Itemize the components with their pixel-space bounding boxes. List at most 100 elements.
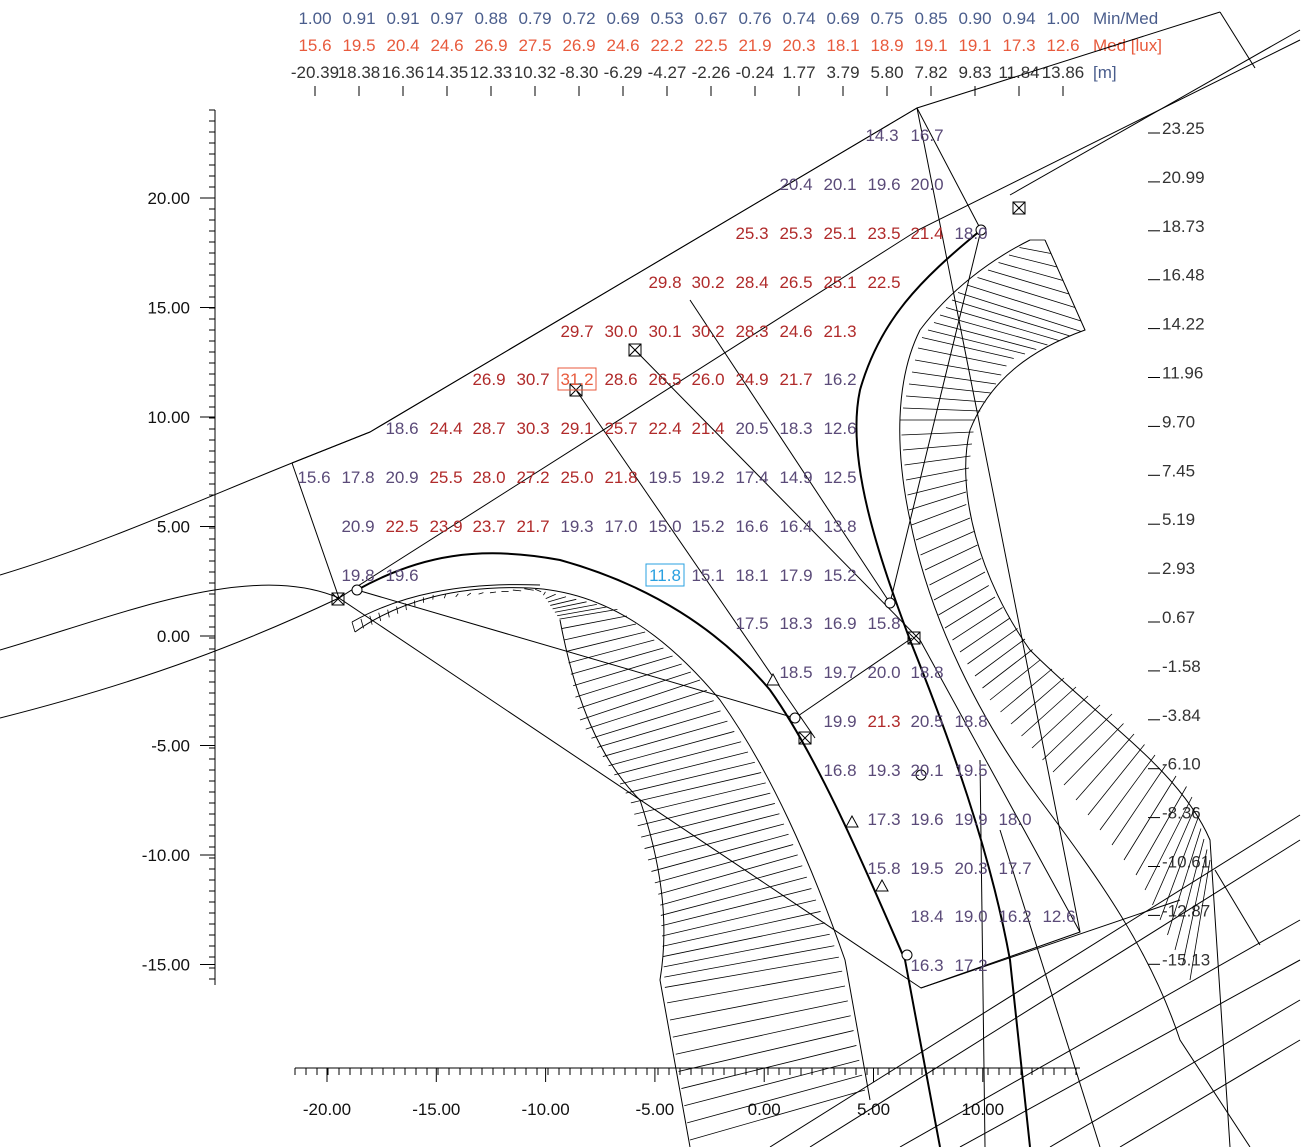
grid-value: 17.7: [998, 859, 1031, 878]
road-diagonal-2: [809, 839, 1301, 1147]
hatch-line: [966, 284, 1082, 322]
header-med-value: 18.1: [826, 36, 859, 55]
hatch-line: [619, 751, 749, 785]
hatch-line: [689, 1089, 866, 1141]
sidewalk-inner-edge: [354, 587, 871, 1101]
hatch-line: [524, 588, 534, 591]
left-axis-label: 5.00: [157, 518, 190, 537]
hatch-line: [662, 911, 821, 947]
right-axis-label: 16.48: [1162, 266, 1205, 285]
hatch-line: [911, 371, 997, 385]
grid-value: 21.3: [823, 322, 856, 341]
curb-curve-outer: [855, 229, 1031, 1147]
header-med-label: Med [lux]: [1093, 36, 1162, 55]
hatch-line: [911, 504, 967, 526]
bottom-axis-label: -20.00: [303, 1100, 351, 1119]
grid-value: 25.1: [823, 273, 856, 292]
hatch-line: [1123, 775, 1177, 861]
header-med-value: 19.5: [342, 36, 375, 55]
hatch-line: [989, 659, 1041, 701]
grid-value: 14.3: [865, 126, 898, 145]
grid-value: 24.9: [735, 370, 768, 389]
hatch-line: [1111, 765, 1166, 846]
luminaire-circle-symbol: [975, 224, 987, 236]
hatch-line: [1042, 704, 1101, 761]
grid-value: 20.1: [823, 175, 856, 194]
grid-value: 22.5: [385, 517, 418, 536]
grid-value: 18.8: [954, 712, 987, 731]
grid-value: 22.5: [867, 273, 900, 292]
hatch-line: [939, 314, 1048, 346]
grid-value: 18.6: [385, 419, 418, 438]
hatch-line: [1144, 796, 1193, 891]
header-position-value: 12.33: [470, 63, 513, 82]
road-geometry: [0, 11, 1301, 1147]
right-axis-label: 0.67: [1162, 608, 1195, 627]
grid-value: 25.0: [560, 468, 593, 487]
header-min-med-value: 0.76: [738, 9, 771, 28]
right-axis-label: 14.22: [1162, 315, 1205, 334]
hatch-line: [684, 1059, 860, 1107]
road-centerline: [0, 39, 1301, 719]
right-axis-label: 9.70: [1162, 412, 1195, 431]
sidewalk-right-inner: [899, 239, 1251, 1147]
hatch-line: [1063, 723, 1124, 786]
header-min-med-value: 0.69: [826, 9, 859, 28]
grid-value: 25.3: [779, 224, 812, 243]
grid-value: 12.5: [823, 468, 856, 487]
header-position-value: 9.83: [958, 63, 991, 82]
header-position-value: 13.86: [1042, 63, 1085, 82]
luminaire-line-6: [889, 229, 982, 604]
hatch-line: [681, 1045, 857, 1089]
grid-value: 30.3: [516, 419, 549, 438]
road-edge-left-2: [0, 584, 340, 651]
hatch-line: [938, 585, 989, 616]
hatch-line: [1135, 786, 1187, 876]
hatch-line: [351, 621, 356, 633]
header-position-value: -2.26: [692, 63, 731, 82]
bottom-axis: -20.00 -15.00 -10.00 -5.00 0.00 5.00 10.00: [294, 1067, 1080, 1119]
hatch-line: [1052, 713, 1113, 773]
grid-value: 21.4: [691, 419, 724, 438]
header-min-med-value: 1.00: [298, 9, 331, 28]
road-diagonal-4: [959, 959, 1301, 1147]
road-diagonal-1: [769, 814, 1301, 1147]
header-min-med-value: 0.90: [958, 9, 991, 28]
grid-value: 19.6: [910, 810, 943, 829]
hatch-line: [663, 933, 830, 968]
bottom-axis-label: -10.00: [521, 1100, 569, 1119]
luminaire-line-2: [794, 637, 913, 719]
right-axis-label: -10.61: [1162, 853, 1210, 872]
header-min-med-value: 0.97: [430, 9, 463, 28]
luminaire-box-symbol: [331, 592, 345, 606]
luminaire-circle-symbol: [915, 769, 927, 781]
header-min-med-value: 0.72: [562, 9, 595, 28]
bottom-axis-label: -5.00: [636, 1100, 675, 1119]
right-axis: 23.25 20.99 18.73 16.48 14.22 11.96 9.70 7.45 5.…: [1148, 119, 1210, 969]
road-diagonal-7: [999, 829, 1101, 1147]
header-med-value: 15.6: [298, 36, 331, 55]
hatch-line: [644, 813, 780, 849]
hatch-line: [661, 899, 817, 937]
grid-value: 27.2: [516, 468, 549, 487]
grid-value: 20.0: [867, 663, 900, 682]
grid-value: 19.6: [867, 175, 900, 194]
luminaire-box-symbol: [628, 343, 642, 357]
header-position-value: 14.35: [426, 63, 469, 82]
left-axis-label: 15.00: [147, 299, 190, 318]
grid-value: 30.2: [691, 322, 724, 341]
grid-value: 16.2: [998, 907, 1031, 926]
header-tick-row: [314, 86, 1064, 96]
hatch-line: [512, 589, 522, 592]
hatch-line: [566, 631, 646, 652]
header-min-med-value: 0.91: [386, 9, 419, 28]
grid-value: 22.4: [648, 419, 681, 438]
grid-value: 19.9: [954, 810, 987, 829]
hatch-line: [905, 467, 970, 481]
grid-value: 24.4: [429, 419, 462, 438]
header-position-value: 10.32: [514, 63, 557, 82]
hatch-line: [1189, 859, 1211, 981]
hatch-line: [637, 792, 771, 827]
